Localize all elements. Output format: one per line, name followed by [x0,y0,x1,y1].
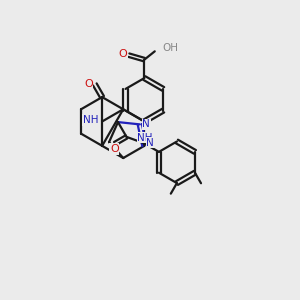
Text: NH: NH [137,133,153,143]
Text: O: O [84,79,93,89]
Text: NH: NH [83,115,99,125]
Text: OH: OH [163,44,178,53]
Text: O: O [110,144,119,154]
Text: N: N [142,119,150,129]
Text: O: O [118,49,127,59]
Text: N: N [146,138,154,148]
